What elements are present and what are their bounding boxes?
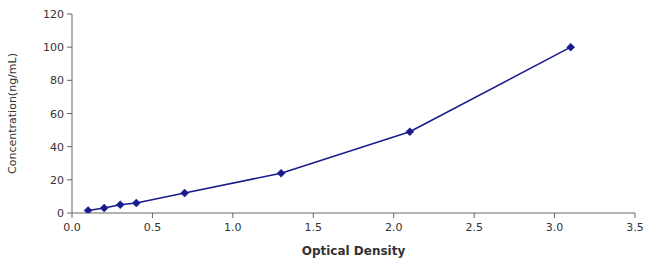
y-tick-label: 40: [50, 141, 64, 154]
line: [88, 47, 571, 210]
y-tick: [67, 113, 72, 114]
x-axis-label: Optical Density: [302, 244, 406, 258]
marker: [406, 128, 414, 136]
x-tick-label: 2.5: [465, 221, 483, 234]
chart-container: 0 20 40 60 80 100 120 0.0 0.5 1.0 1.5 2.0 2.5 3.0 3.5 O…: [0, 0, 653, 265]
marker: [132, 199, 140, 207]
x-tick: [393, 213, 394, 218]
y-tick: [67, 146, 72, 147]
marker: [567, 43, 575, 51]
y-tick-label: 0: [57, 207, 64, 220]
marker: [100, 204, 108, 212]
x-tick-label: 1.0: [224, 221, 242, 234]
y-tick: [67, 80, 72, 81]
y-tick: [67, 47, 72, 48]
x-axis-line: [72, 213, 635, 214]
y-tick-label: 20: [50, 174, 64, 187]
x-tick: [72, 213, 73, 218]
marker: [181, 189, 189, 197]
chart-svg: 0 20 40 60 80 100 120 0.0 0.5 1.0 1.5 2.0 2.5 3.0 3.5 O…: [0, 0, 653, 265]
x-tick-label: 1.5: [305, 221, 323, 234]
x-tick: [313, 213, 314, 218]
axes: 0 20 40 60 80 100 120 0.0 0.5 1.0 1.5 2.0 2.5 3.0 3.5: [43, 8, 644, 234]
x-tick-label: 2.0: [385, 221, 403, 234]
y-axis-line: [72, 14, 73, 213]
y-tick-label: 60: [50, 108, 64, 121]
x-tick: [554, 213, 555, 218]
x-tick-label: 0.0: [63, 221, 81, 234]
x-tick-label: 3.5: [626, 221, 644, 234]
x-tick: [635, 213, 636, 218]
y-tick: [67, 179, 72, 180]
data-layer: [84, 43, 575, 213]
y-tick: [67, 213, 72, 214]
y-tick: [67, 14, 72, 15]
x-tick: [474, 213, 475, 218]
y-tick-label: 100: [43, 41, 64, 54]
x-tick-label: 0.5: [144, 221, 162, 234]
x-tick: [152, 213, 153, 218]
marker: [116, 201, 124, 209]
y-tick-label: 80: [50, 74, 64, 87]
marker: [277, 169, 285, 177]
x-tick-label: 3.0: [546, 221, 564, 234]
marker: [84, 207, 92, 213]
y-tick-label: 120: [43, 8, 64, 21]
y-axis-label: Concentration(ng/mL): [6, 53, 19, 174]
x-tick: [232, 213, 233, 218]
